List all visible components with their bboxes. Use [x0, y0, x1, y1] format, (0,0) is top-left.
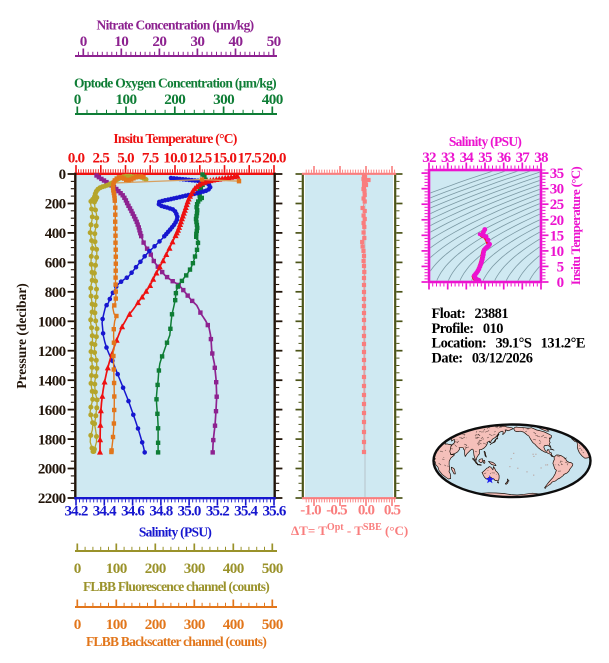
svg-text:35.2: 35.2 [206, 504, 229, 520]
svg-text:34.6: 34.6 [121, 504, 145, 520]
svg-text:FLBB Backscatter channel (coun: FLBB Backscatter channel (counts) [86, 634, 266, 649]
svg-text:400: 400 [223, 616, 245, 633]
svg-text:100: 100 [106, 560, 128, 577]
svg-text:20: 20 [152, 33, 167, 50]
svg-text:Salinity (PSU): Salinity (PSU) [139, 525, 212, 540]
svg-text:2000: 2000 [38, 462, 66, 478]
svg-text:100: 100 [106, 616, 128, 633]
svg-text:Nitrate Concentration (µm/kg): Nitrate Concentration (µm/kg) [97, 18, 254, 33]
svg-text:Date: 03/12/2026: Date: 03/12/2026 [432, 350, 533, 366]
svg-text:400: 400 [223, 560, 245, 577]
svg-text:12.5: 12.5 [188, 150, 213, 167]
svg-text:2200: 2200 [38, 491, 66, 507]
svg-text:-0.5: -0.5 [326, 503, 347, 519]
svg-text:15.0: 15.0 [213, 150, 238, 167]
svg-text:20.0: 20.0 [262, 150, 287, 167]
svg-text:Optode Oxygen Concentration (µ: Optode Oxygen Concentration (µm/kg) [74, 76, 276, 91]
svg-text:1600: 1600 [38, 403, 66, 419]
svg-text:100: 100 [116, 91, 138, 108]
svg-text:0: 0 [59, 167, 66, 183]
svg-text:30: 30 [550, 182, 564, 198]
svg-text:50: 50 [267, 33, 282, 50]
svg-text:0: 0 [74, 560, 82, 577]
svg-text:2.5: 2.5 [93, 150, 111, 167]
svg-text:0: 0 [74, 616, 82, 633]
svg-text:35.6: 35.6 [262, 504, 286, 520]
svg-text:600: 600 [45, 256, 66, 272]
svg-text:25: 25 [550, 197, 564, 213]
svg-text:10: 10 [550, 244, 564, 260]
svg-text:-1.0: -1.0 [300, 503, 321, 519]
svg-text:34.2: 34.2 [64, 504, 87, 520]
svg-text:30: 30 [190, 33, 205, 50]
svg-text:400: 400 [262, 91, 284, 108]
svg-text:Pressure (decibar): Pressure (decibar) [14, 283, 29, 389]
svg-text:10.0: 10.0 [163, 150, 188, 167]
svg-text:FLBB Fluorescence channel (cou: FLBB Fluorescence channel (counts) [83, 579, 269, 594]
svg-text:0: 0 [74, 91, 82, 108]
svg-text:35.0: 35.0 [178, 504, 201, 520]
svg-text:34.4: 34.4 [93, 504, 117, 520]
svg-text:Profile: 010: Profile: 010 [432, 321, 504, 337]
svg-text:Salinity (PSU): Salinity (PSU) [449, 134, 522, 149]
svg-text:500: 500 [262, 616, 284, 633]
svg-text:0: 0 [80, 33, 88, 50]
svg-text:35: 35 [550, 166, 564, 182]
svg-text:33: 33 [441, 150, 455, 166]
svg-text:200: 200 [164, 91, 186, 108]
svg-text:15: 15 [550, 228, 564, 244]
svg-text:38: 38 [534, 150, 548, 166]
svg-text:5: 5 [557, 259, 564, 275]
svg-text:200: 200 [45, 197, 66, 213]
svg-text:0.0: 0.0 [68, 150, 86, 167]
svg-text:0.0: 0.0 [358, 503, 375, 519]
svg-text:7.5: 7.5 [142, 150, 160, 167]
svg-text:ΔT= TOpt - TSBE (°C): ΔT= TOpt - TSBE (°C) [291, 522, 408, 538]
svg-text:300: 300 [213, 91, 235, 108]
svg-text:0.5: 0.5 [384, 503, 401, 519]
svg-text:35: 35 [478, 150, 492, 166]
svg-text:200: 200 [145, 616, 167, 633]
svg-text:Float: 23881: Float: 23881 [432, 306, 509, 322]
svg-text:37: 37 [516, 150, 531, 166]
svg-text:5.0: 5.0 [117, 150, 135, 167]
svg-text:10: 10 [114, 33, 129, 50]
svg-text:40: 40 [229, 33, 244, 50]
svg-text:36: 36 [497, 150, 512, 166]
svg-text:0: 0 [557, 275, 564, 291]
svg-text:20: 20 [550, 213, 564, 229]
svg-text:Insitu Temperature (°C): Insitu Temperature (°C) [113, 131, 237, 146]
svg-text:1000: 1000 [38, 315, 66, 331]
svg-text:Insitu Temperature (°C): Insitu Temperature (°C) [568, 167, 583, 286]
svg-text:200: 200 [145, 560, 167, 577]
svg-text:300: 300 [184, 560, 206, 577]
svg-text:1800: 1800 [38, 432, 66, 448]
svg-text:800: 800 [45, 285, 66, 301]
svg-text:1400: 1400 [38, 373, 66, 389]
svg-text:Location: 39.1°S 131.2°E: Location: 39.1°S 131.2°E [432, 336, 585, 352]
svg-text:35.4: 35.4 [234, 504, 258, 520]
svg-text:34.8: 34.8 [149, 504, 172, 520]
svg-text:1200: 1200 [38, 344, 66, 360]
svg-text:32: 32 [422, 150, 436, 166]
svg-text:34: 34 [460, 150, 475, 166]
svg-text:17.5: 17.5 [238, 150, 263, 167]
svg-text:400: 400 [45, 226, 66, 242]
svg-text:500: 500 [262, 560, 284, 577]
svg-text:300: 300 [184, 616, 206, 633]
